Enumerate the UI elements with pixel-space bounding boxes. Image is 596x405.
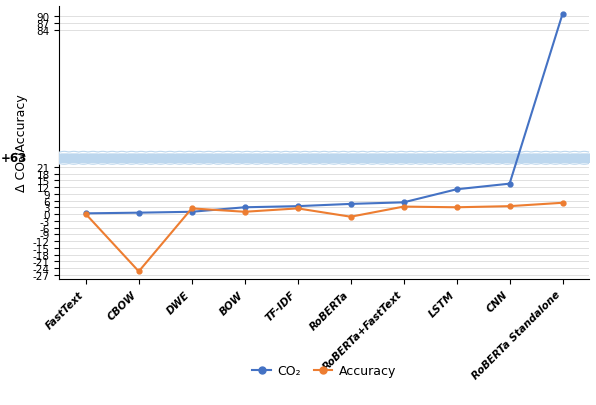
CO₂ xyxy=(82,211,89,216)
CO₂ xyxy=(400,200,407,205)
CO₂ xyxy=(506,182,513,187)
Accuracy xyxy=(82,212,89,217)
CO₂ xyxy=(294,204,302,209)
Accuracy xyxy=(559,201,566,206)
CO₂ xyxy=(347,202,354,207)
Text: +63: +63 xyxy=(1,152,27,165)
Accuracy xyxy=(135,269,142,274)
Accuracy xyxy=(188,207,195,211)
Accuracy xyxy=(241,210,249,215)
Accuracy xyxy=(400,205,407,209)
Legend: CO₂, Accuracy: CO₂, Accuracy xyxy=(247,360,401,382)
Accuracy xyxy=(506,204,513,209)
Line: CO₂: CO₂ xyxy=(83,13,565,216)
Line: Accuracy: Accuracy xyxy=(83,201,565,274)
CO₂ xyxy=(241,205,249,210)
CO₂ xyxy=(188,210,195,215)
CO₂ xyxy=(135,211,142,215)
Accuracy xyxy=(347,215,354,220)
Accuracy xyxy=(294,207,302,211)
Y-axis label: Δ CO₂/Accuracy: Δ CO₂/Accuracy xyxy=(15,94,29,192)
CO₂ xyxy=(453,188,460,192)
Accuracy xyxy=(453,205,460,210)
CO₂ xyxy=(559,12,566,17)
